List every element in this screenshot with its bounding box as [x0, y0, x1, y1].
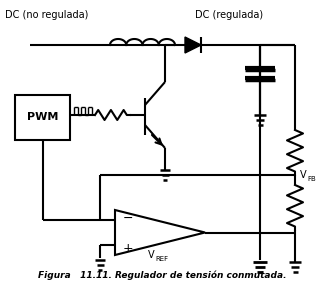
- Text: REF: REF: [155, 256, 168, 262]
- Bar: [15, 95, 70, 140]
- Text: DC (regulada): DC (regulada): [195, 10, 263, 20]
- Text: +: +: [123, 242, 134, 255]
- Text: Figura   11.11. Regulador de tensión conmutada.: Figura 11.11. Regulador de tensión conmu…: [38, 271, 286, 280]
- Text: V: V: [148, 250, 155, 260]
- Text: PWM: PWM: [27, 113, 58, 122]
- Text: DC (no regulada): DC (no regulada): [5, 10, 88, 20]
- Text: −: −: [123, 211, 134, 224]
- Polygon shape: [185, 37, 201, 53]
- Text: V: V: [300, 170, 306, 180]
- Text: FB: FB: [307, 176, 316, 182]
